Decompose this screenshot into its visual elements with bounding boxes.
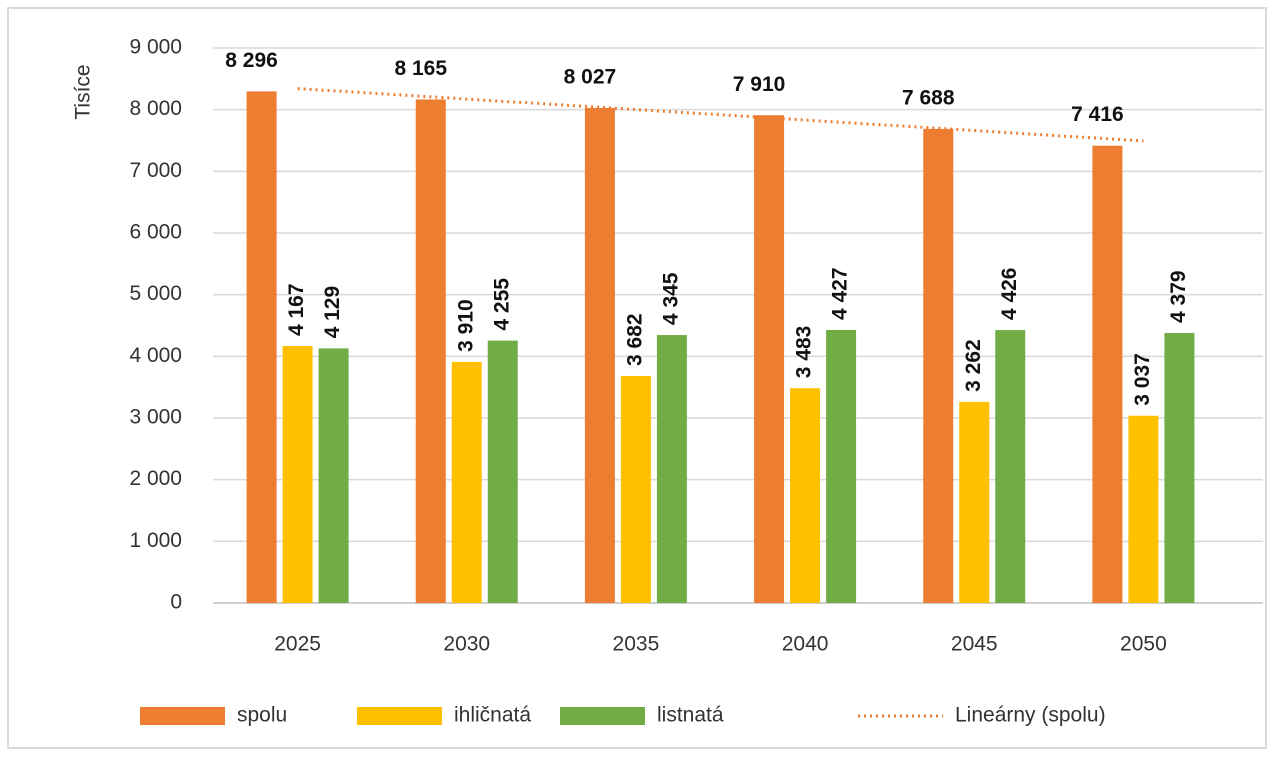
data-label: 7 416 — [1071, 103, 1124, 126]
data-label: 3 910 — [454, 299, 477, 352]
bar — [246, 91, 277, 603]
data-label: 4 427 — [829, 267, 852, 320]
data-label: 8 027 — [564, 66, 617, 89]
bar — [318, 348, 349, 603]
bar — [754, 115, 785, 603]
y-tick-label: 9 000 — [129, 36, 182, 59]
y-tick-label: 4 000 — [129, 344, 182, 367]
x-tick-label: 2050 — [1120, 633, 1167, 656]
y-tick-label: 7 000 — [129, 159, 182, 182]
x-tick-label: 2045 — [951, 633, 998, 656]
bar — [1128, 415, 1159, 603]
y-tick-label: 1 000 — [129, 529, 182, 552]
y-tick-label: 3 000 — [129, 406, 182, 429]
legend-label: Lineárny (spolu) — [955, 704, 1106, 727]
legend-swatch — [140, 707, 225, 725]
bar — [487, 340, 518, 603]
x-tick-label: 2035 — [613, 633, 660, 656]
y-axis-label: Tisíce — [72, 64, 95, 119]
bar — [656, 335, 687, 603]
data-label: 3 037 — [1131, 353, 1154, 406]
data-label: 4 167 — [285, 283, 308, 336]
data-label: 8 296 — [225, 49, 278, 72]
legend-label: spolu — [237, 704, 287, 727]
data-label: 8 165 — [394, 57, 447, 80]
bar — [995, 330, 1026, 603]
data-label: 7 688 — [902, 86, 955, 109]
bar — [282, 346, 313, 603]
x-tick-label: 2030 — [443, 633, 490, 656]
bar — [790, 388, 821, 603]
y-tick-label: 0 — [170, 591, 182, 614]
data-label: 4 379 — [1167, 270, 1190, 323]
legend-label: ihličnatá — [454, 704, 531, 727]
y-tick-label: 8 000 — [129, 97, 182, 120]
data-label: 4 345 — [659, 272, 682, 325]
bar — [923, 128, 954, 603]
bar — [584, 108, 615, 604]
bar — [959, 401, 990, 603]
data-label: 3 262 — [962, 339, 985, 392]
x-tick-label: 2025 — [274, 633, 321, 656]
data-label: 7 910 — [733, 73, 786, 96]
bar — [826, 330, 857, 603]
data-label: 3 682 — [623, 313, 646, 366]
data-label: 3 483 — [793, 326, 816, 379]
data-label: 4 255 — [490, 278, 513, 331]
y-tick-label: 5 000 — [129, 282, 182, 305]
legend-swatch — [357, 707, 442, 725]
data-label: 4 129 — [321, 286, 344, 339]
bar — [620, 375, 651, 603]
y-tick-label: 6 000 — [129, 221, 182, 244]
legend-label: listnatá — [657, 704, 724, 727]
bar — [1092, 145, 1123, 603]
x-tick-label: 2040 — [782, 633, 829, 656]
bar — [451, 361, 482, 603]
legend-swatch — [560, 707, 645, 725]
bar — [1164, 332, 1195, 603]
y-tick-label: 2 000 — [129, 467, 182, 490]
bar — [415, 99, 446, 603]
data-label: 4 426 — [998, 268, 1021, 321]
